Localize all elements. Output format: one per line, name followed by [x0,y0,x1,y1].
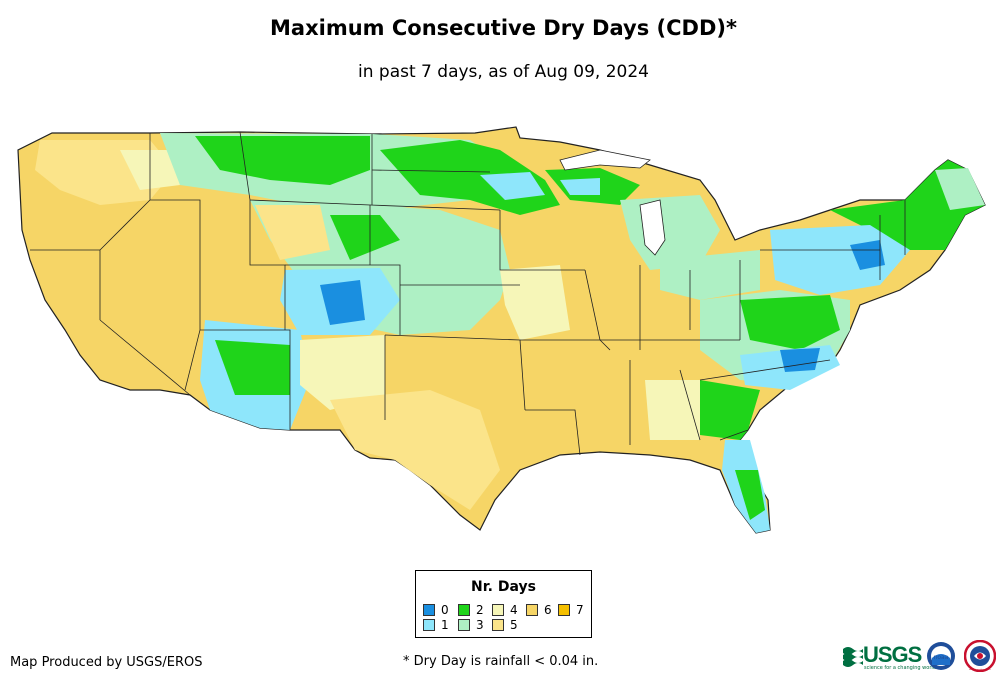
legend-swatch [423,619,435,631]
legend-swatch [458,604,470,616]
legend-label: 4 [510,603,518,617]
nws-logo-icon: national weather service [964,640,996,672]
legend-item-1: 1 [423,618,449,632]
region-3 [660,250,760,300]
region-2 [735,470,765,520]
legend-label: 1 [441,618,449,632]
legend-item-6: 6 [526,603,552,617]
legend: Nr. Days 0 1 2 3 4 5 6 7 [415,570,592,638]
region-0 [850,240,885,270]
map-subtitle: in past 7 days, as of Aug 09, 2024 [358,62,649,82]
region-1 [560,178,600,195]
region-4 [300,335,385,410]
legend-swatch [492,619,504,631]
region-0 [780,348,820,372]
legend-item-5: 5 [492,618,518,632]
legend-label: 2 [476,603,484,617]
legend-swatch [458,619,470,631]
region-3 [935,168,985,210]
map-title: Maximum Consecutive Dry Days (CDD)* [270,16,737,40]
nws-logo-text: national weather service [969,668,992,671]
noaa-logo-text: noaa [934,654,949,661]
cdd-map [17,126,986,534]
legend-item-0: 0 [423,603,449,617]
legend-label: 7 [576,603,584,617]
legend-item-3: 3 [458,618,484,632]
region-0 [320,280,365,325]
region-1 [480,172,545,200]
region-2 [700,380,760,440]
region-5 [255,205,330,260]
region-4 [500,265,570,340]
usgs-wordmark: USGS [863,642,922,667]
region-4 [645,380,700,440]
region-2 [215,340,290,395]
region-2 [740,295,840,350]
credit-text: Map Produced by USGS/EROS [10,655,203,670]
legend-swatch [492,604,504,616]
footnote-text: * Dry Day is rainfall < 0.04 in. [403,654,599,669]
legend-item-2: 2 [458,603,484,617]
region-2 [330,215,400,260]
legend-swatch [526,604,538,616]
legend-item-4: 4 [492,603,518,617]
usgs-logo: USGS science for a changing world [843,642,936,671]
legend-label: 0 [441,603,449,617]
state-borders [30,131,906,456]
legend-label: 6 [544,603,552,617]
region-5 [330,390,500,510]
noaa-logo-icon: noaa [927,642,955,670]
legend-item-7: 7 [558,603,584,617]
legend-swatch [423,604,435,616]
legend-swatch [558,604,570,616]
usgs-tagline: science for a changing world [864,665,936,671]
lake-superior [559,149,651,171]
legend-label: 3 [476,618,484,632]
usgs-wave-icon [843,647,863,667]
region-2 [195,136,370,185]
legend-title: Nr. Days [471,579,536,595]
legend-label: 5 [510,618,518,632]
lake-michigan [639,199,666,256]
